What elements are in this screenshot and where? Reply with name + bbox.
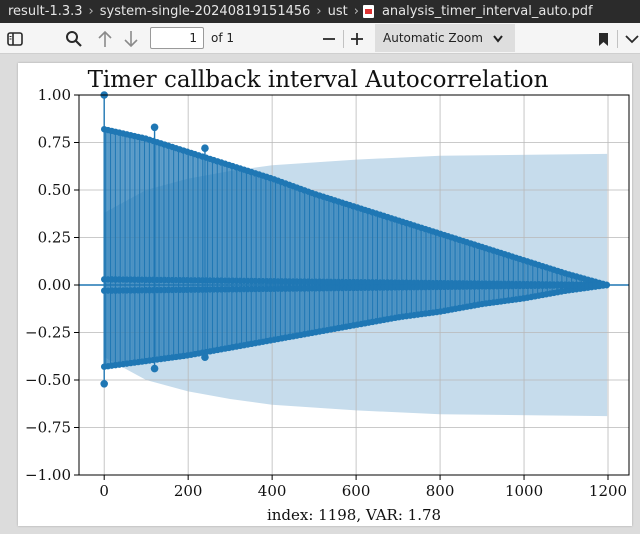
stem-series [79,91,629,388]
x-tick-label: 800 [426,482,455,500]
stem-marker [603,281,610,289]
zoom-in-plus-icon[interactable] [348,28,366,50]
chart-axes: 0 200 400 600 800 1000 1200 1.00 0.75 0.50 0.25 0.0… [25,86,630,500]
page-count: of 1 [211,31,235,45]
stem-marker [201,353,209,362]
x-tick-label: 0 [99,482,109,500]
y-tick-label: 0.50 [38,181,71,199]
breadcrumb: result-1.3.3 › system-single-20240819151… [0,0,640,23]
zoom-select-value: Automatic Zoom [383,31,483,45]
y-tick-label: 0.25 [38,229,71,247]
chart-title: Timer callback interval Autocorrelation [88,67,549,93]
breadcrumb-item-ust[interactable]: ust [327,4,348,19]
x-tick-label: 600 [342,482,371,500]
stem-marker [100,380,108,388]
arrow-down-icon[interactable] [122,28,140,50]
sidebar-toggle-icon[interactable] [6,28,24,50]
bookmark-icon[interactable] [596,28,610,50]
y-tick-label: 0.75 [38,134,71,152]
zoom-select[interactable]: Automatic Zoom [375,24,515,52]
chevron-right-icon: › [353,4,359,19]
breadcrumb-item-file[interactable]: analysis_timer_interval_auto.pdf [381,4,593,19]
stem-marker [150,364,159,373]
y-tick-label: −0.25 [25,324,71,342]
stem-marker [150,123,159,132]
y-tick-label: −0.50 [25,371,71,389]
x-tick-label: 1200 [589,482,627,500]
search-icon[interactable] [64,28,84,50]
chevron-right-icon: › [88,4,94,19]
x-tick-label: 200 [174,482,203,500]
autocorrelation-chart: 0 200 400 600 800 1000 1200 1.00 0.75 0.50 0.25 0.0… [25,67,630,524]
x-tick-label: 400 [258,482,287,500]
toolbar-divider [343,30,344,48]
pdf-toolbar [0,23,640,54]
x-tick-label: 1000 [505,482,543,500]
stem-marker [201,144,209,152]
chevron-right-icon: › [316,4,322,19]
more-icon[interactable] [624,28,640,50]
x-axis-label: index: 1198, VAR: 1.78 [267,506,441,524]
arrow-up-icon[interactable] [96,28,114,50]
y-tick-label: 1.00 [38,86,71,104]
y-tick-label: −1.00 [25,466,71,484]
breadcrumb-item-result[interactable]: result-1.3.3 [8,4,83,19]
chevron-down-icon [493,32,503,46]
y-tick-label: −0.75 [25,419,71,437]
zoom-out-minus-icon[interactable] [320,28,338,50]
breadcrumb-item-system[interactable]: system-single-20240819151456 [99,4,311,19]
pdf-page: 0 200 400 600 800 1000 1200 1.00 0.75 0.50 0.25 0.0… [18,63,632,526]
pdf-file-icon [362,5,374,18]
y-tick-label: 0.00 [38,276,71,294]
toolbar-divider [617,30,618,48]
page-number-input[interactable] [150,27,204,49]
